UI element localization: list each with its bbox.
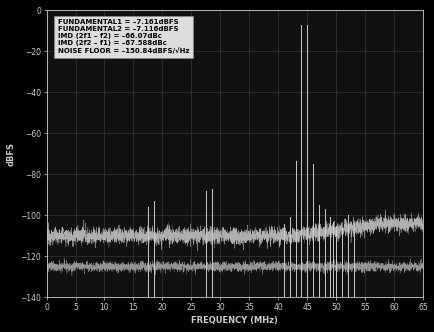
Text: FUNDAMENTAL1 = –7.161dBFS
FUNDAMENTAL2 = –7.116dBFS
IMD (2f1 – f2) = –66.07dBc
I: FUNDAMENTAL1 = –7.161dBFS FUNDAMENTAL2 =… xyxy=(58,19,189,54)
Y-axis label: dBFS: dBFS xyxy=(7,142,16,166)
X-axis label: FREQUENCY (MHz): FREQUENCY (MHz) xyxy=(191,316,278,325)
